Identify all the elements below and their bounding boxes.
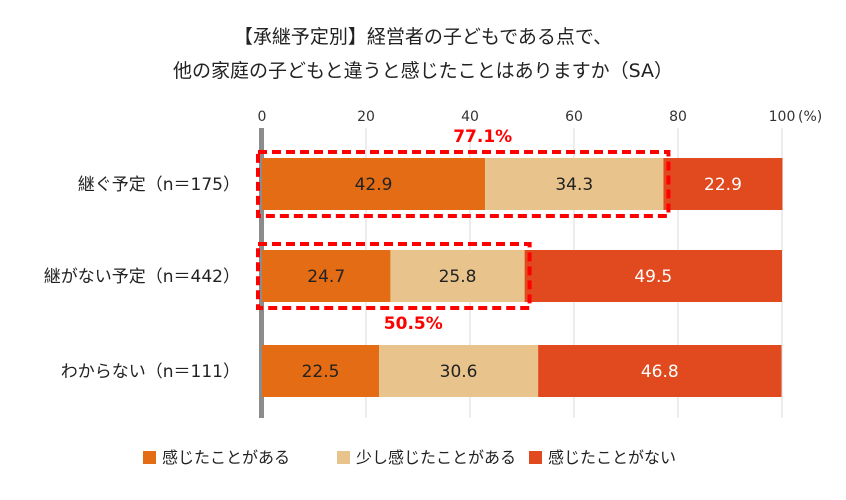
data-label: 24.7 [307, 267, 345, 287]
bar-segment [538, 345, 782, 397]
data-label: 22.5 [302, 362, 340, 382]
data-label: 49.5 [634, 267, 672, 287]
bar-segment [485, 158, 664, 210]
bar-segment [262, 158, 486, 210]
x-tick-label: 0 [258, 109, 267, 125]
legend-swatch [529, 451, 542, 464]
annotation-label: 77.1% [453, 127, 512, 147]
data-label: 34.3 [555, 175, 593, 195]
unit-label: (%) [798, 109, 822, 125]
bar-segment [663, 158, 783, 210]
x-tick-label: 80 [669, 109, 687, 125]
data-label: 46.8 [641, 362, 679, 382]
chart-title-line-2: 他の家庭の子どもと違うと感じたことはありますか（SA） [173, 60, 673, 82]
bar-segment [379, 345, 539, 397]
chart-title-line-1: 【承継予定別】経営者の子どもである点で、 [234, 26, 612, 48]
x-tick-label: 20 [357, 109, 375, 125]
bar-segment [262, 345, 379, 397]
legend-swatch [337, 451, 350, 464]
highlight-box [256, 150, 671, 218]
bar-segment [390, 250, 525, 302]
data-label: 42.9 [355, 175, 393, 195]
data-label: 25.8 [439, 267, 477, 287]
legend-label: 感じたことがない [548, 448, 676, 467]
category-label: 継ぐ予定（n＝175） [78, 175, 240, 195]
legend-label: 感じたことがある [162, 448, 290, 467]
annotation-label: 50.5% [384, 314, 443, 334]
legend-swatch [143, 451, 156, 464]
x-tick-label: 60 [565, 109, 583, 125]
data-label: 22.9 [704, 175, 742, 195]
x-tick-label: 40 [461, 109, 479, 125]
bar-segment [262, 250, 391, 302]
legend-label: 少し感じたことがある [356, 448, 516, 467]
category-label: わからない（n＝111） [61, 362, 240, 382]
y-axis-line [259, 128, 264, 418]
x-tick-label: 100 [769, 109, 796, 125]
category-label: 継がない予定（n＝442） [44, 267, 240, 287]
bar-segment [524, 250, 782, 302]
data-label: 30.6 [440, 362, 478, 382]
